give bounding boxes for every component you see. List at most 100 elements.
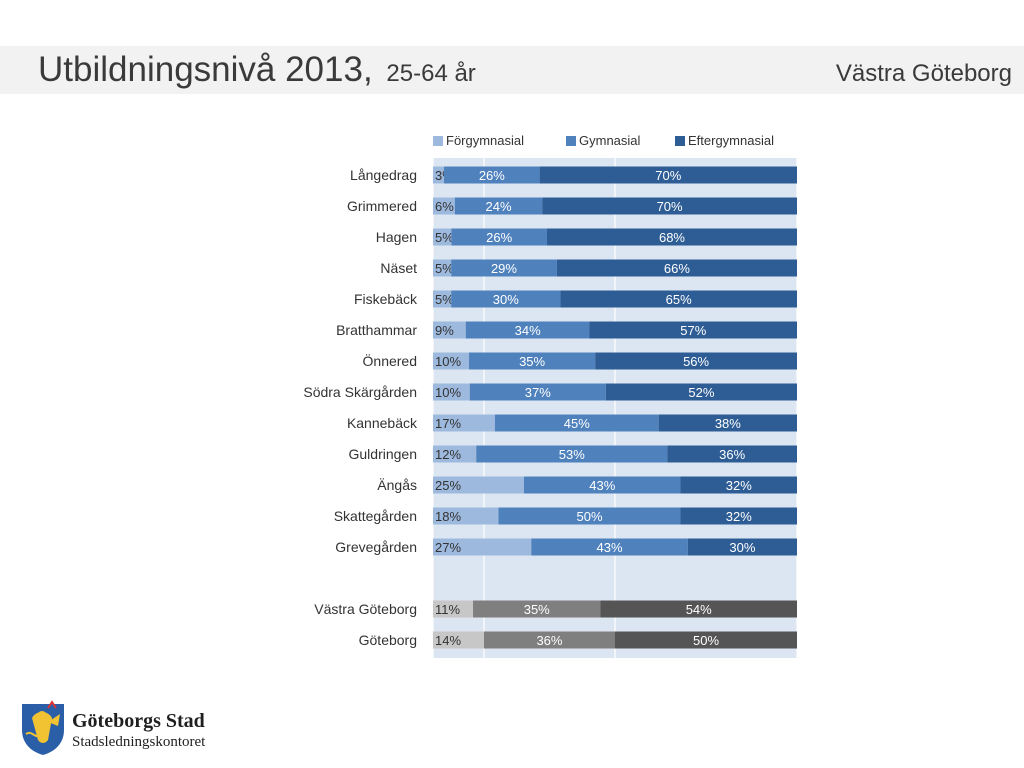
data-label: 36%: [719, 447, 745, 462]
data-label: 50%: [577, 509, 603, 524]
bar-segment: [605, 383, 797, 401]
bar-segment: [465, 321, 590, 339]
bar-segment: [498, 507, 681, 525]
category-label: Bratthammar: [336, 322, 417, 338]
data-label: 36%: [536, 633, 562, 648]
data-label: 10%: [435, 385, 461, 400]
legend-swatch: [566, 136, 576, 146]
bar-segment: [433, 507, 499, 525]
data-label: 66%: [664, 261, 690, 276]
data-label: 26%: [486, 230, 512, 245]
bar-segment: [615, 631, 797, 649]
bar-segment: [433, 538, 532, 556]
data-label: 57%: [680, 323, 706, 338]
data-label: 11%: [435, 602, 460, 617]
legend-swatch: [433, 136, 443, 146]
bar-segment: [476, 445, 668, 463]
bar-segment: [433, 445, 477, 463]
bar-segment: [433, 259, 452, 277]
category-label: Hagen: [376, 229, 417, 245]
bar-segment: [433, 600, 474, 618]
bar-segment: [469, 383, 606, 401]
data-label: 54%: [686, 602, 712, 617]
logo-name: Göteborgs Stad: [72, 710, 205, 732]
data-label: 35%: [519, 354, 545, 369]
data-label: 65%: [666, 292, 692, 307]
category-label: Skattegården: [334, 508, 417, 524]
data-label: 50%: [693, 633, 719, 648]
data-label: 5%: [435, 230, 454, 245]
category-label: Kannebäck: [347, 415, 418, 431]
data-label: 34%: [515, 323, 541, 338]
data-label: 5%: [435, 292, 454, 307]
bar-segment: [687, 538, 797, 556]
data-label: 5%: [435, 261, 454, 276]
bar-segment: [433, 290, 452, 308]
data-label: 26%: [479, 168, 505, 183]
title-bar: [0, 46, 1024, 94]
data-label: 38%: [715, 416, 741, 431]
legend-label: Förgymnasial: [446, 133, 524, 148]
data-label: 53%: [559, 447, 585, 462]
legend-swatch: [675, 136, 685, 146]
bar-segment: [667, 445, 797, 463]
gothenburg-crest-icon: [22, 700, 64, 755]
data-label: 29%: [491, 261, 517, 276]
bar-segment: [483, 631, 615, 649]
bar-segment: [546, 228, 797, 246]
bar-segment: [444, 166, 540, 184]
data-label: 6%: [435, 199, 454, 214]
category-label: Västra Göteborg: [314, 601, 417, 617]
bar-segment: [524, 476, 681, 494]
bar-segment: [433, 383, 470, 401]
bar-segment: [433, 631, 484, 649]
bar-segment: [542, 197, 797, 215]
data-label: 37%: [525, 385, 551, 400]
data-label: 12%: [435, 447, 461, 462]
data-label: 56%: [683, 354, 709, 369]
data-label: 9%: [435, 323, 454, 338]
bar-segment: [433, 414, 495, 432]
category-label: Grevegården: [335, 539, 417, 555]
stacked-bar-chart: Förgymnasial Gymnasial Eftergymnasial Långe…: [303, 133, 798, 658]
data-label: 45%: [564, 416, 590, 431]
bar-segment: [556, 259, 797, 277]
data-label: 52%: [688, 385, 714, 400]
bar-segment: [451, 228, 547, 246]
logo-department: Stadsledningskontoret: [72, 734, 206, 750]
title-text: Utbildningsnivå 2013,: [38, 50, 373, 89]
bar-segment: [469, 352, 596, 370]
bar-segment: [680, 507, 797, 525]
bar-segment: [560, 290, 797, 308]
data-label: 68%: [659, 230, 685, 245]
data-label: 43%: [589, 478, 615, 493]
bar-segment: [531, 538, 688, 556]
category-label: Fiskebäck: [354, 291, 418, 307]
bar-segment: [539, 166, 797, 184]
bar-segment: [473, 600, 601, 618]
data-label: 70%: [655, 168, 681, 183]
bar-segment: [454, 197, 543, 215]
bar-segment: [433, 197, 455, 215]
data-label: 25%: [435, 478, 461, 493]
category-label: Ängås: [377, 477, 417, 493]
legend-label: Gymnasial: [579, 133, 641, 148]
bar-segment: [433, 228, 452, 246]
data-label: 30%: [729, 540, 755, 555]
bar-segment: [600, 600, 797, 618]
title-subtitle: 25-64 år: [386, 60, 476, 87]
bar-segment: [451, 290, 561, 308]
bar-segment: [451, 259, 557, 277]
category-label: Södra Skärgården: [303, 384, 417, 400]
data-label: 24%: [486, 199, 512, 214]
data-label: 70%: [657, 199, 683, 214]
category-label: Näset: [380, 260, 417, 276]
bar-segment: [494, 414, 659, 432]
category-label: Långedrag: [350, 167, 417, 183]
bar-segment: [658, 414, 797, 432]
data-label: 30%: [493, 292, 519, 307]
bar-segment: [433, 476, 524, 494]
data-label: 10%: [435, 354, 461, 369]
bar-segment: [595, 352, 797, 370]
region-label: Västra Göteborg: [835, 60, 1012, 87]
